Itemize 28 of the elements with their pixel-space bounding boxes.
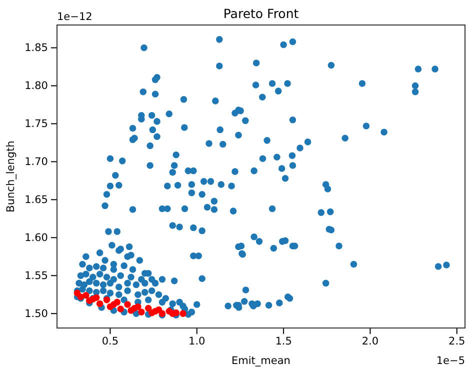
y-tick-label: 1.75 [24, 118, 48, 130]
y-tick-label: 1.85 [24, 42, 48, 54]
point [117, 306, 124, 312]
y-tick-label: 1.60 [24, 232, 48, 244]
text: 1e−12 [57, 11, 92, 23]
y-axis-title: Bunch_length [5, 140, 17, 212]
x-tick-label: 0.5 [102, 335, 119, 348]
point [138, 308, 145, 316]
y-tick-label: 1.65 [24, 194, 48, 206]
text: 1e−5 [436, 355, 465, 367]
y-tick-label: 1.80 [24, 80, 48, 92]
point [172, 309, 180, 316]
x-tick-label: 1.0 [188, 335, 206, 348]
point [110, 301, 118, 308]
point [144, 304, 152, 312]
x-tick-label: 2.0 [362, 335, 379, 348]
x-tick-label: 1.5 [275, 335, 292, 348]
y-tick-label: 1.50 [24, 308, 48, 320]
y-tick-label: 1.55 [24, 270, 48, 282]
x-axis-title: Emit_mean [232, 355, 290, 367]
point [124, 301, 131, 308]
point [131, 304, 138, 312]
y-tick-label: 1.70 [24, 156, 48, 168]
point [180, 310, 186, 317]
point [96, 300, 104, 308]
x-tick-label: 2.5 [448, 335, 466, 348]
point [152, 308, 159, 315]
chart-title: Pareto Front [223, 6, 299, 21]
